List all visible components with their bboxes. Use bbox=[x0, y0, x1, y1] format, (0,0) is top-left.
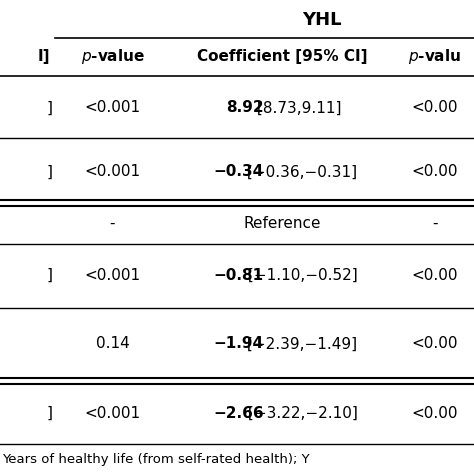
Text: <0.001: <0.001 bbox=[84, 267, 141, 283]
Text: Reference: Reference bbox=[244, 216, 321, 230]
Text: I]: I] bbox=[38, 49, 50, 64]
Text: −1.94: −1.94 bbox=[213, 337, 264, 352]
Text: [−2.39,−1.49]: [−2.39,−1.49] bbox=[242, 337, 357, 352]
Text: -: - bbox=[110, 216, 115, 230]
Text: <0.001: <0.001 bbox=[84, 100, 141, 116]
Text: <0.001: <0.001 bbox=[84, 164, 141, 180]
Text: -: - bbox=[432, 216, 437, 230]
Text: [8.73,9.11]: [8.73,9.11] bbox=[252, 100, 341, 116]
Text: $\mathit{p}$-valu: $\mathit{p}$-valu bbox=[408, 47, 461, 66]
Text: −2.66: −2.66 bbox=[213, 405, 264, 420]
Text: ]: ] bbox=[46, 100, 53, 116]
Text: <0.00: <0.00 bbox=[411, 337, 458, 352]
Text: [−3.22,−2.10]: [−3.22,−2.10] bbox=[243, 405, 357, 420]
Text: <0.00: <0.00 bbox=[411, 100, 458, 116]
Text: <0.00: <0.00 bbox=[411, 405, 458, 420]
Text: [−1.10,−0.52]: [−1.10,−0.52] bbox=[243, 267, 357, 283]
Text: ]: ] bbox=[46, 164, 53, 180]
Text: ]: ] bbox=[46, 405, 53, 420]
Text: YHL: YHL bbox=[302, 11, 342, 29]
Text: 8.92: 8.92 bbox=[226, 100, 264, 116]
Text: $\mathit{p}$-value: $\mathit{p}$-value bbox=[81, 47, 145, 66]
Text: <0.001: <0.001 bbox=[84, 405, 141, 420]
Text: 0.14: 0.14 bbox=[96, 337, 129, 352]
Text: −0.34: −0.34 bbox=[213, 164, 264, 180]
Text: Coefficient [95% CI]: Coefficient [95% CI] bbox=[197, 49, 368, 64]
Text: [−0.36,−0.31]: [−0.36,−0.31] bbox=[242, 164, 357, 180]
Text: Years of healthy life (from self-rated health); Y: Years of healthy life (from self-rated h… bbox=[2, 454, 310, 466]
Text: <0.00: <0.00 bbox=[411, 267, 458, 283]
Text: −0.81: −0.81 bbox=[213, 267, 264, 283]
Text: <0.00: <0.00 bbox=[411, 164, 458, 180]
Text: ]: ] bbox=[46, 267, 53, 283]
